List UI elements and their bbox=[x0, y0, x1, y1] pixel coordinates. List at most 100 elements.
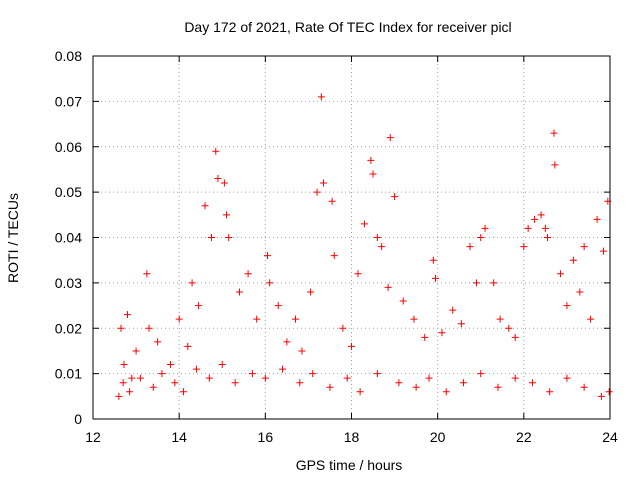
data-point bbox=[319, 179, 327, 187]
series-roti-background bbox=[115, 361, 613, 400]
data-point bbox=[425, 374, 433, 382]
data-point bbox=[326, 383, 334, 391]
data-points bbox=[115, 93, 613, 400]
data-point bbox=[587, 315, 595, 323]
data-point bbox=[201, 202, 209, 210]
data-point bbox=[126, 388, 134, 396]
data-point bbox=[158, 370, 166, 378]
data-point bbox=[580, 243, 588, 251]
data-point bbox=[412, 383, 420, 391]
data-point bbox=[460, 379, 468, 387]
x-tick-label: 16 bbox=[258, 429, 274, 445]
data-point bbox=[175, 315, 183, 323]
data-point bbox=[520, 243, 528, 251]
axis-ticks bbox=[92, 55, 611, 420]
data-point bbox=[313, 188, 321, 196]
x-axis-label: GPS time / hours bbox=[296, 457, 403, 473]
data-point bbox=[291, 315, 299, 323]
data-point bbox=[421, 333, 429, 341]
data-point bbox=[220, 179, 228, 187]
data-point bbox=[537, 211, 545, 219]
data-point bbox=[356, 388, 364, 396]
data-point bbox=[253, 315, 261, 323]
data-point bbox=[505, 324, 513, 332]
data-point bbox=[179, 388, 187, 396]
grid-lines bbox=[93, 56, 610, 419]
data-point bbox=[266, 279, 274, 287]
data-point bbox=[580, 383, 588, 391]
data-point bbox=[472, 279, 480, 287]
data-point bbox=[348, 342, 355, 350]
x-tick-label: 14 bbox=[171, 429, 187, 445]
x-tick-label: 22 bbox=[516, 429, 532, 445]
data-point bbox=[309, 370, 317, 378]
data-point bbox=[167, 361, 175, 369]
data-point bbox=[248, 370, 256, 378]
data-point bbox=[438, 329, 446, 337]
data-point bbox=[214, 175, 222, 183]
data-point bbox=[207, 234, 215, 241]
data-point bbox=[399, 297, 407, 305]
data-point bbox=[563, 374, 571, 382]
data-point bbox=[136, 374, 144, 382]
data-point bbox=[524, 224, 532, 232]
data-point bbox=[531, 215, 539, 223]
data-point bbox=[546, 388, 554, 396]
y-tick-label: 0.07 bbox=[55, 93, 82, 109]
data-point bbox=[128, 374, 136, 382]
data-point bbox=[154, 338, 162, 346]
data-point bbox=[120, 361, 128, 369]
data-point bbox=[550, 129, 558, 137]
x-tick-label: 24 bbox=[602, 429, 618, 445]
x-tick-label: 12 bbox=[85, 429, 101, 445]
data-point bbox=[432, 274, 440, 282]
data-point bbox=[244, 270, 252, 278]
data-point bbox=[212, 147, 220, 155]
data-point bbox=[395, 379, 403, 387]
data-point bbox=[205, 374, 213, 382]
data-point bbox=[296, 379, 304, 387]
data-point bbox=[541, 224, 549, 232]
data-point bbox=[223, 211, 231, 219]
x-tick-labels: 12 14 16 18 20 22 24 bbox=[85, 429, 618, 445]
data-point bbox=[330, 252, 338, 260]
data-point bbox=[298, 347, 306, 355]
data-point bbox=[496, 315, 504, 323]
x-tick-label: 18 bbox=[344, 429, 360, 445]
data-point bbox=[384, 283, 392, 291]
data-point bbox=[149, 383, 157, 391]
data-point bbox=[551, 161, 559, 169]
data-point bbox=[188, 279, 196, 287]
data-point bbox=[360, 220, 368, 228]
data-point bbox=[132, 347, 140, 355]
data-point bbox=[261, 374, 269, 382]
data-point bbox=[386, 134, 394, 142]
data-point bbox=[354, 270, 362, 278]
data-point bbox=[481, 224, 489, 232]
data-point bbox=[556, 270, 564, 278]
data-point bbox=[145, 324, 153, 332]
data-point bbox=[600, 247, 608, 255]
chart-title: Day 172 of 2021, Rate Of TEC Index for r… bbox=[184, 19, 511, 35]
data-point bbox=[339, 324, 347, 332]
data-point bbox=[218, 361, 226, 369]
data-point bbox=[283, 338, 291, 346]
data-point bbox=[494, 383, 502, 391]
data-point bbox=[477, 370, 485, 378]
data-point bbox=[119, 379, 127, 387]
data-point bbox=[373, 234, 381, 241]
data-point bbox=[378, 243, 386, 251]
data-point bbox=[563, 302, 571, 310]
data-point bbox=[605, 388, 613, 396]
data-point bbox=[511, 333, 519, 341]
data-point bbox=[328, 197, 336, 205]
y-axis-label: ROTI / TECUs bbox=[5, 193, 21, 283]
data-point bbox=[317, 93, 325, 101]
data-point bbox=[528, 379, 536, 387]
y-tick-label: 0.03 bbox=[55, 275, 82, 291]
data-point bbox=[184, 342, 192, 350]
data-point bbox=[429, 256, 437, 264]
data-point bbox=[511, 374, 519, 382]
data-point bbox=[442, 388, 450, 396]
